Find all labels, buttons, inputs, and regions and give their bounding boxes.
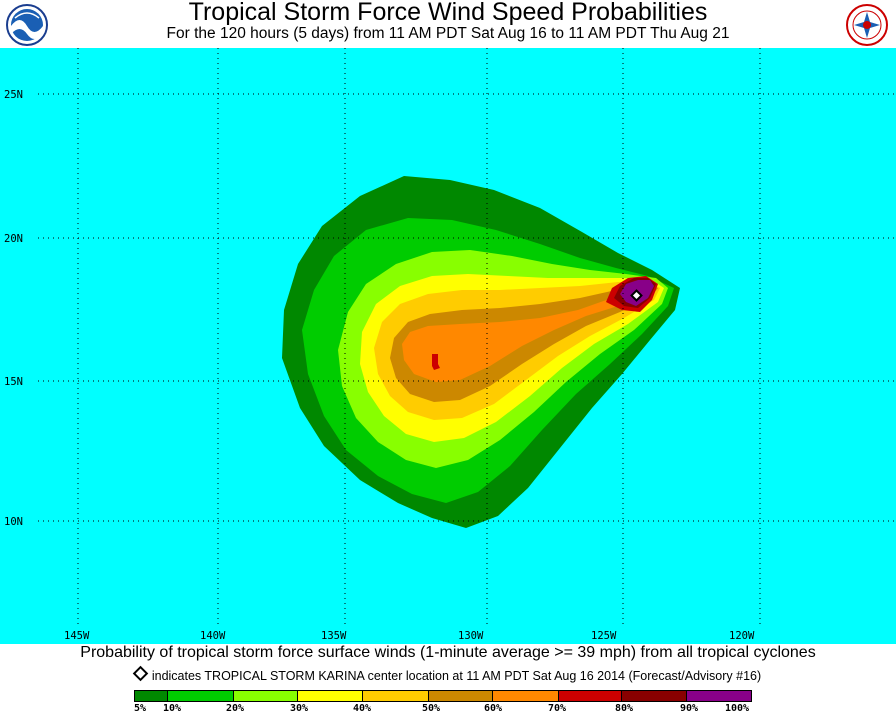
lat-label-25n: 25N [4, 89, 23, 101]
lon-label-130w: 130W [458, 630, 484, 642]
legend-label-70: 70% [547, 703, 567, 714]
latitude-gridlines [38, 93, 896, 522]
map-title: Tropical Storm Force Wind Speed Probabil… [188, 0, 708, 26]
legend-swatch-60-70 [492, 691, 559, 701]
probability-legend [134, 690, 752, 702]
storm-center-diamond-icon [132, 665, 149, 682]
lon-label-120w: 120W [729, 630, 755, 642]
legend-label-100: 100% [724, 703, 750, 714]
map-header: Tropical Storm Force Wind Speed Probabil… [0, 0, 896, 48]
map-subtitle: For the 120 hours (5 days) from 11 AM PD… [166, 25, 730, 42]
probability-map: 25N 20N 15N 10N 145W 140W 135W 130W 125W… [0, 48, 896, 644]
lon-label-125w: 125W [591, 630, 617, 642]
lat-label-15n: 15N [4, 376, 23, 388]
legend-label-80: 80% [614, 703, 634, 714]
legend-swatch-30-40 [298, 691, 364, 701]
center-location-note: indicates TROPICAL STORM KARINA center l… [0, 665, 896, 685]
legend-label-90: 90% [679, 703, 699, 714]
legend-label-40: 40% [352, 703, 372, 714]
center-location-text: indicates TROPICAL STORM KARINA center l… [151, 669, 762, 683]
longitude-labels: 145W 140W 135W 130W 125W 120W [64, 630, 755, 642]
storm-center-diamond-icon [630, 289, 643, 302]
legend-swatch-70-80 [558, 691, 623, 701]
legend-label-5: 5% [133, 703, 147, 714]
latitude-labels: 25N 20N 15N 10N [4, 89, 23, 528]
legend-label-20: 20% [225, 703, 245, 714]
lon-label-135w: 135W [321, 630, 347, 642]
legend-label-60: 60% [483, 703, 503, 714]
legend-swatch-10-20 [167, 691, 234, 701]
probability-contours [282, 176, 680, 528]
contour-60-percent [402, 286, 654, 382]
legend-swatch-80-90 [622, 691, 688, 701]
contour-70-percent-west [432, 354, 440, 370]
noaa-logo [6, 4, 48, 46]
lon-label-145w: 145W [64, 630, 90, 642]
lon-label-140w: 140W [200, 630, 226, 642]
legend-swatch-50-60 [429, 691, 493, 701]
legend-label-10: 10% [162, 703, 182, 714]
lat-label-20n: 20N [4, 233, 23, 245]
legend-label-30: 30% [289, 703, 309, 714]
legend-swatch-90-100 [687, 691, 752, 701]
storm-center-marker [630, 289, 643, 302]
legend-swatch-20-30 [233, 691, 299, 701]
nws-logo [846, 4, 888, 46]
footer-caption: Probability of tropical storm force surf… [80, 644, 816, 661]
lat-label-10n: 10N [4, 516, 23, 528]
legend-swatch-5-10 [135, 691, 168, 701]
legend-label-50: 50% [421, 703, 441, 714]
longitude-gridlines [77, 48, 761, 628]
legend-swatch-40-50 [363, 691, 430, 701]
